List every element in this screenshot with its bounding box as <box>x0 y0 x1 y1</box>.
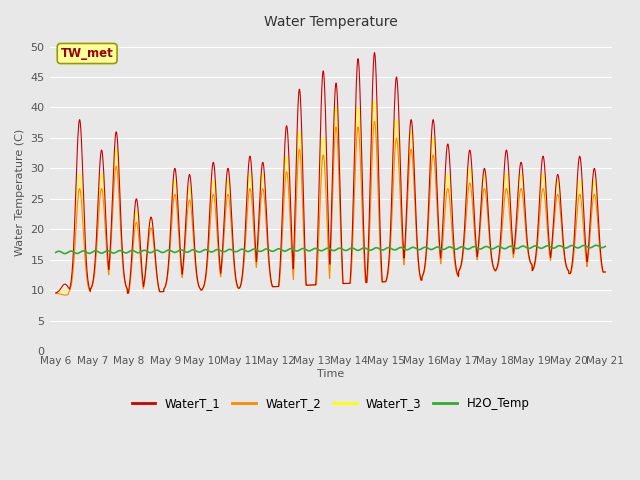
WaterT_1 <box>371 50 378 56</box>
WaterT_2 <box>52 290 60 296</box>
Legend: WaterT_1, WaterT_2, WaterT_3, H2O_Temp: WaterT_1, WaterT_2, WaterT_3, H2O_Temp <box>127 393 534 415</box>
WaterT_3 <box>115 171 122 177</box>
X-axis label: Time: Time <box>317 369 344 379</box>
WaterT_2 <box>115 187 122 193</box>
WaterT_3 <box>52 290 60 296</box>
H2O_Temp <box>602 243 609 249</box>
WaterT_1 <box>52 290 60 296</box>
WaterT_3 <box>287 217 294 223</box>
H2O_Temp <box>147 250 155 255</box>
Line: WaterT_3: WaterT_3 <box>56 101 605 293</box>
WaterT_1 <box>602 269 609 275</box>
WaterT_1 <box>263 215 271 221</box>
H2O_Temp <box>61 251 68 256</box>
Line: H2O_Temp: H2O_Temp <box>56 245 605 253</box>
Line: WaterT_1: WaterT_1 <box>56 53 605 293</box>
WaterT_2 <box>532 258 540 264</box>
H2O_Temp <box>593 242 600 248</box>
WaterT_1 <box>124 290 131 296</box>
WaterT_2 <box>263 230 271 236</box>
WaterT_2 <box>61 292 68 298</box>
Title: Water Temperature: Water Temperature <box>264 15 397 29</box>
H2O_Temp <box>591 243 598 249</box>
Y-axis label: Water Temperature (C): Water Temperature (C) <box>15 129 25 256</box>
WaterT_1 <box>147 215 155 220</box>
WaterT_3 <box>371 98 378 104</box>
WaterT_3 <box>602 269 609 275</box>
Text: TW_met: TW_met <box>61 47 113 60</box>
H2O_Temp <box>287 246 294 252</box>
WaterT_2 <box>602 269 609 275</box>
WaterT_3 <box>147 215 155 220</box>
H2O_Temp <box>115 248 122 254</box>
H2O_Temp <box>532 243 540 249</box>
WaterT_3 <box>263 222 271 228</box>
WaterT_3 <box>591 179 599 184</box>
WaterT_2 <box>371 119 378 124</box>
WaterT_3 <box>532 256 540 262</box>
WaterT_1 <box>287 200 294 206</box>
WaterT_1 <box>115 156 122 161</box>
WaterT_2 <box>591 192 599 198</box>
WaterT_1 <box>591 167 599 172</box>
WaterT_2 <box>147 225 155 231</box>
H2O_Temp <box>263 246 271 252</box>
WaterT_3 <box>124 290 131 296</box>
WaterT_1 <box>532 253 540 259</box>
H2O_Temp <box>52 250 60 255</box>
Line: WaterT_2: WaterT_2 <box>56 121 605 295</box>
WaterT_2 <box>287 226 294 232</box>
